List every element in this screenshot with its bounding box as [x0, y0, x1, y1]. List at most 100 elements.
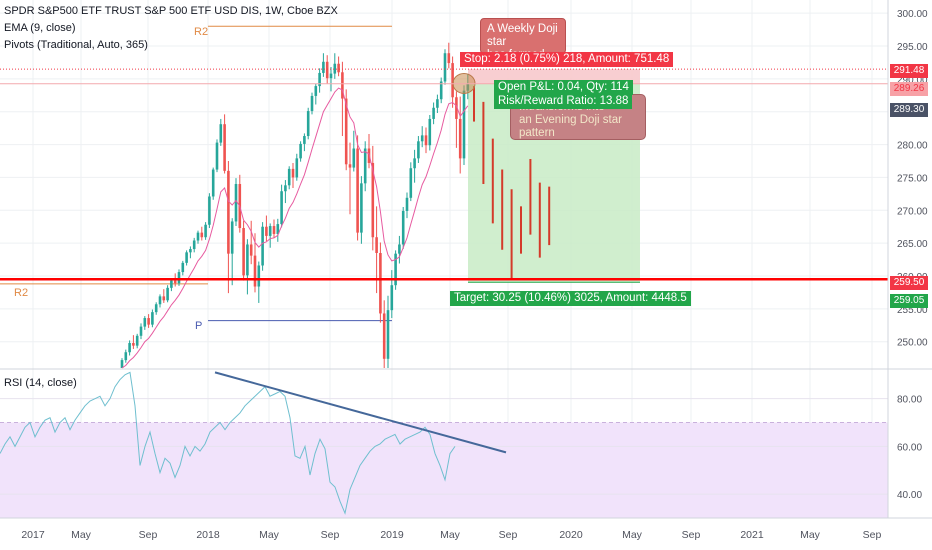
time-tick-label: Sep — [321, 529, 340, 541]
price-tag-target: 259.05 — [890, 294, 928, 308]
candle-body — [272, 226, 276, 234]
candlestick-series — [120, 42, 470, 368]
price-tick-label: 265.00 — [897, 239, 928, 250]
candle-body — [223, 124, 226, 171]
candle-body — [189, 249, 192, 253]
price-tick-label: 250.00 — [897, 338, 928, 349]
price-tick-label: 280.00 — [897, 141, 928, 152]
ema-line — [121, 72, 476, 369]
rsi-legend[interactable]: RSI (14, close) — [4, 377, 77, 389]
candle-body — [158, 296, 162, 305]
rsi-tick-label: 40.00 — [897, 490, 922, 501]
candle-body — [219, 124, 223, 143]
candle-body — [363, 148, 367, 184]
candle-body — [143, 318, 147, 327]
rsi-tick-label: 60.00 — [897, 442, 922, 453]
candle-body — [173, 280, 177, 284]
candle-body — [394, 253, 397, 286]
time-tick-label: Sep — [863, 529, 882, 541]
candle-body — [455, 97, 458, 119]
candle-body — [451, 63, 454, 98]
price-tick-label: 275.00 — [897, 173, 928, 184]
candle-body — [329, 73, 333, 79]
candle-body — [154, 304, 158, 313]
pivot-lines — [0, 25, 392, 322]
candle-body — [234, 184, 238, 222]
candle-body — [318, 72, 321, 87]
candle-body — [280, 191, 283, 225]
time-tick-label: 2017 — [21, 529, 45, 541]
weekly-doji-callout[interactable]: A Weekly Doji star has formed. — [480, 18, 566, 61]
rsi-tick-label: 80.00 — [897, 395, 922, 406]
candle-body — [386, 310, 390, 359]
candle-body — [314, 86, 318, 96]
horizontal-levels — [0, 68, 932, 370]
pivot-p-label: P — [195, 320, 203, 332]
pivots-legend[interactable]: Pivots (Traditional, Auto, 365) — [4, 39, 148, 51]
candle-body — [352, 148, 356, 168]
time-tick-label: Sep — [139, 529, 158, 541]
candle-body — [447, 53, 451, 64]
rsi-trendline — [214, 371, 507, 454]
candle-body — [462, 90, 466, 159]
candle-body — [398, 244, 401, 254]
candle-body — [417, 141, 420, 159]
ema-legend[interactable]: EMA (9, close) — [4, 22, 76, 34]
candle-body — [196, 232, 200, 241]
candle-body — [166, 287, 169, 301]
time-tick-label: 2021 — [740, 529, 764, 541]
candle-body — [382, 313, 386, 359]
candle-body — [303, 136, 306, 144]
candle-body — [124, 352, 128, 361]
candle-body — [325, 61, 329, 79]
candle-body — [284, 185, 287, 192]
candle-body — [215, 142, 219, 170]
candle-body — [249, 244, 253, 256]
candle-body — [181, 262, 185, 273]
candle-body — [295, 158, 299, 178]
candle-body — [439, 81, 443, 100]
candle-body — [208, 196, 211, 225]
candle-body — [356, 148, 359, 233]
symbol-legend[interactable]: SPDR S&P500 ETF TRUST S&P 500 ETF USD DI… — [4, 5, 338, 17]
candle-body — [276, 224, 280, 234]
rsi-band — [0, 422, 888, 518]
time-tick-label: 2018 — [196, 529, 220, 541]
candle-body — [139, 326, 143, 336]
price-tag-stop: 291.48 — [890, 64, 928, 78]
candle-body — [348, 164, 352, 168]
candle-body — [379, 253, 382, 314]
candle-body — [162, 296, 166, 301]
price-tick-label: 270.00 — [897, 206, 928, 217]
ema-polyline — [121, 87, 469, 369]
candle-body — [200, 232, 204, 238]
candle-body — [409, 168, 413, 198]
candle-body — [287, 168, 291, 186]
candle-body — [458, 118, 462, 159]
time-tick-label: 2019 — [380, 529, 404, 541]
candle-body — [310, 95, 314, 112]
stop-label[interactable]: Stop: 2.18 (0.75%) 218, Amount: 751.48 — [460, 52, 674, 67]
candle-body — [436, 99, 439, 108]
candle-body — [428, 118, 432, 146]
candle-body — [268, 226, 272, 236]
price-tag-entry: 289.26 — [890, 82, 928, 96]
candle-body — [390, 285, 394, 311]
candle-body — [424, 135, 428, 146]
risk-reward-label[interactable]: Risk/Reward Ratio: 13.88 — [494, 94, 633, 109]
candle-body — [192, 240, 196, 250]
candle-body — [432, 107, 435, 119]
price-tick-label: 300.00 — [897, 9, 928, 20]
candle-body — [344, 98, 348, 165]
time-tick-label: May — [440, 529, 461, 541]
candle-body — [204, 224, 207, 238]
candle-body — [401, 210, 405, 245]
target-label[interactable]: Target: 30.25 (10.46%) 3025, Amount: 444… — [450, 291, 691, 306]
time-tick-label: May — [71, 529, 92, 541]
projection-bars — [473, 86, 551, 280]
time-tick-label: May — [800, 529, 821, 541]
open-pnl-label[interactable]: Open P&L: 0.04, Qty: 114 — [494, 80, 633, 95]
candle-body — [306, 111, 310, 137]
